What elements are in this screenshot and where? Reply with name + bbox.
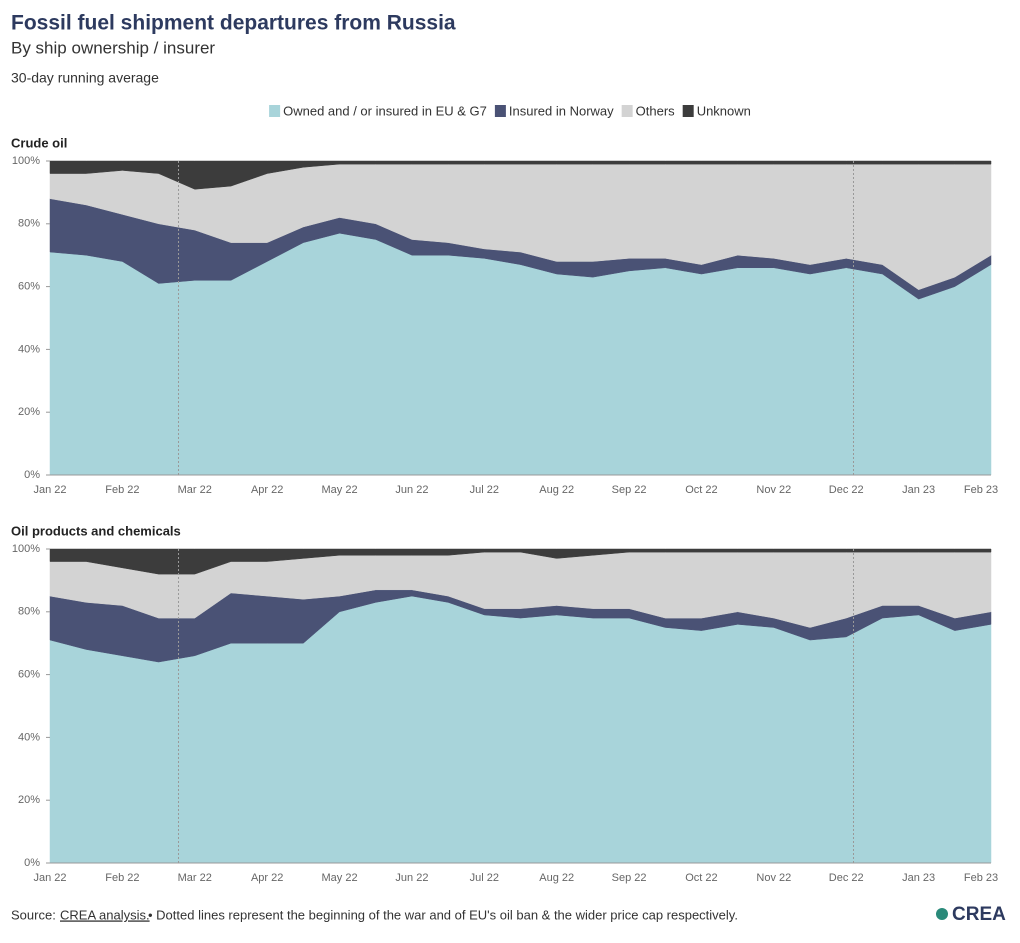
x-tick-label: Aug 22 bbox=[539, 484, 574, 496]
legend: Owned and / or insured in EU & G7 Insured… bbox=[269, 103, 751, 118]
x-tick-label: Feb 22 bbox=[105, 872, 139, 884]
chart: Oil products and chemicals 0% 20% 40% 60% 80%… bbox=[11, 523, 998, 883]
x-tick-label: Jun 22 bbox=[395, 872, 428, 884]
x-tick-label: Dec 22 bbox=[829, 872, 864, 884]
x-tick-label: Jul 22 bbox=[470, 872, 499, 884]
legend-label: Insured in Norway bbox=[509, 103, 614, 118]
x-tick-label: Oct 22 bbox=[685, 484, 717, 496]
y-tick-label: 60% bbox=[18, 669, 40, 681]
x-tick-label: Sep 22 bbox=[612, 484, 647, 496]
y-tick-label: 100% bbox=[12, 155, 40, 167]
source-link[interactable]: CREA analysis. bbox=[60, 907, 150, 922]
chart-title: Crude oil bbox=[11, 135, 67, 150]
x-tick-label: Nov 22 bbox=[756, 872, 791, 884]
x-tick-label: Mar 22 bbox=[178, 872, 212, 884]
x-tick-label: Feb 23 bbox=[964, 872, 998, 884]
x-tick-label: Jan 22 bbox=[33, 484, 66, 496]
x-tick-label: Sep 22 bbox=[612, 872, 647, 884]
legend-swatch bbox=[682, 105, 694, 117]
y-tick-label: 60% bbox=[18, 281, 40, 293]
legend-swatch bbox=[494, 105, 506, 117]
x-tick-label: Apr 22 bbox=[251, 872, 283, 884]
source: Source: bbox=[11, 907, 56, 922]
y-tick-label: 100% bbox=[12, 543, 40, 555]
footnote: • Dotted lines represent the beginning o… bbox=[148, 907, 738, 922]
legend-label: Owned and / or insured in EU & G7 bbox=[283, 103, 487, 118]
x-tick-label: May 22 bbox=[321, 484, 357, 496]
x-tick-label: May 22 bbox=[321, 872, 357, 884]
area bbox=[49, 160, 992, 190]
x-tick-label: Feb 22 bbox=[105, 484, 139, 496]
x-tick-label: Apr 22 bbox=[251, 484, 283, 496]
x-tick-label: Jan 23 bbox=[902, 484, 935, 496]
x-tick-label: Jan 22 bbox=[33, 872, 66, 884]
y-tick-label: 40% bbox=[18, 731, 40, 743]
x-tick-label: Feb 23 bbox=[964, 484, 998, 496]
legend-swatch bbox=[621, 105, 633, 117]
x-tick-label: Nov 22 bbox=[756, 484, 791, 496]
y-tick-label: 20% bbox=[18, 794, 40, 806]
logo: CREA bbox=[952, 904, 1006, 925]
y-tick-label: 80% bbox=[18, 606, 40, 618]
legend-swatch bbox=[269, 105, 281, 117]
y-tick-label: 0% bbox=[24, 469, 40, 481]
chart: Crude oil 0% 20% 40% 60% 80% 100% Jan 22 Feb 22 M… bbox=[11, 135, 998, 495]
x-tick-label: Jan 23 bbox=[902, 872, 935, 884]
legend-label: Unknown bbox=[697, 103, 751, 118]
y-tick-label: 80% bbox=[18, 218, 40, 230]
chart-title: Oil products and chemicals bbox=[11, 523, 181, 538]
note: 30-day running average bbox=[11, 70, 159, 86]
x-tick-label: Oct 22 bbox=[685, 872, 717, 884]
x-tick-label: Dec 22 bbox=[829, 484, 864, 496]
x-tick-label: Mar 22 bbox=[178, 484, 212, 496]
y-tick-label: 40% bbox=[18, 343, 40, 355]
x-tick-label: Jun 22 bbox=[395, 484, 428, 496]
x-tick-label: Aug 22 bbox=[539, 872, 574, 884]
legend-label: Others bbox=[636, 103, 676, 118]
logo-icon bbox=[936, 908, 948, 920]
y-tick-label: 0% bbox=[24, 857, 40, 869]
subtitle: By ship ownership / insurer bbox=[11, 38, 215, 57]
title: Fossil fuel shipment departures from Rus… bbox=[11, 12, 456, 35]
x-tick-label: Jul 22 bbox=[470, 484, 499, 496]
y-tick-label: 20% bbox=[18, 406, 40, 418]
area bbox=[49, 548, 992, 575]
charts: Crude oil 0% 20% 40% 60% 80% 100% Jan 22 Feb 22 M… bbox=[11, 135, 998, 883]
